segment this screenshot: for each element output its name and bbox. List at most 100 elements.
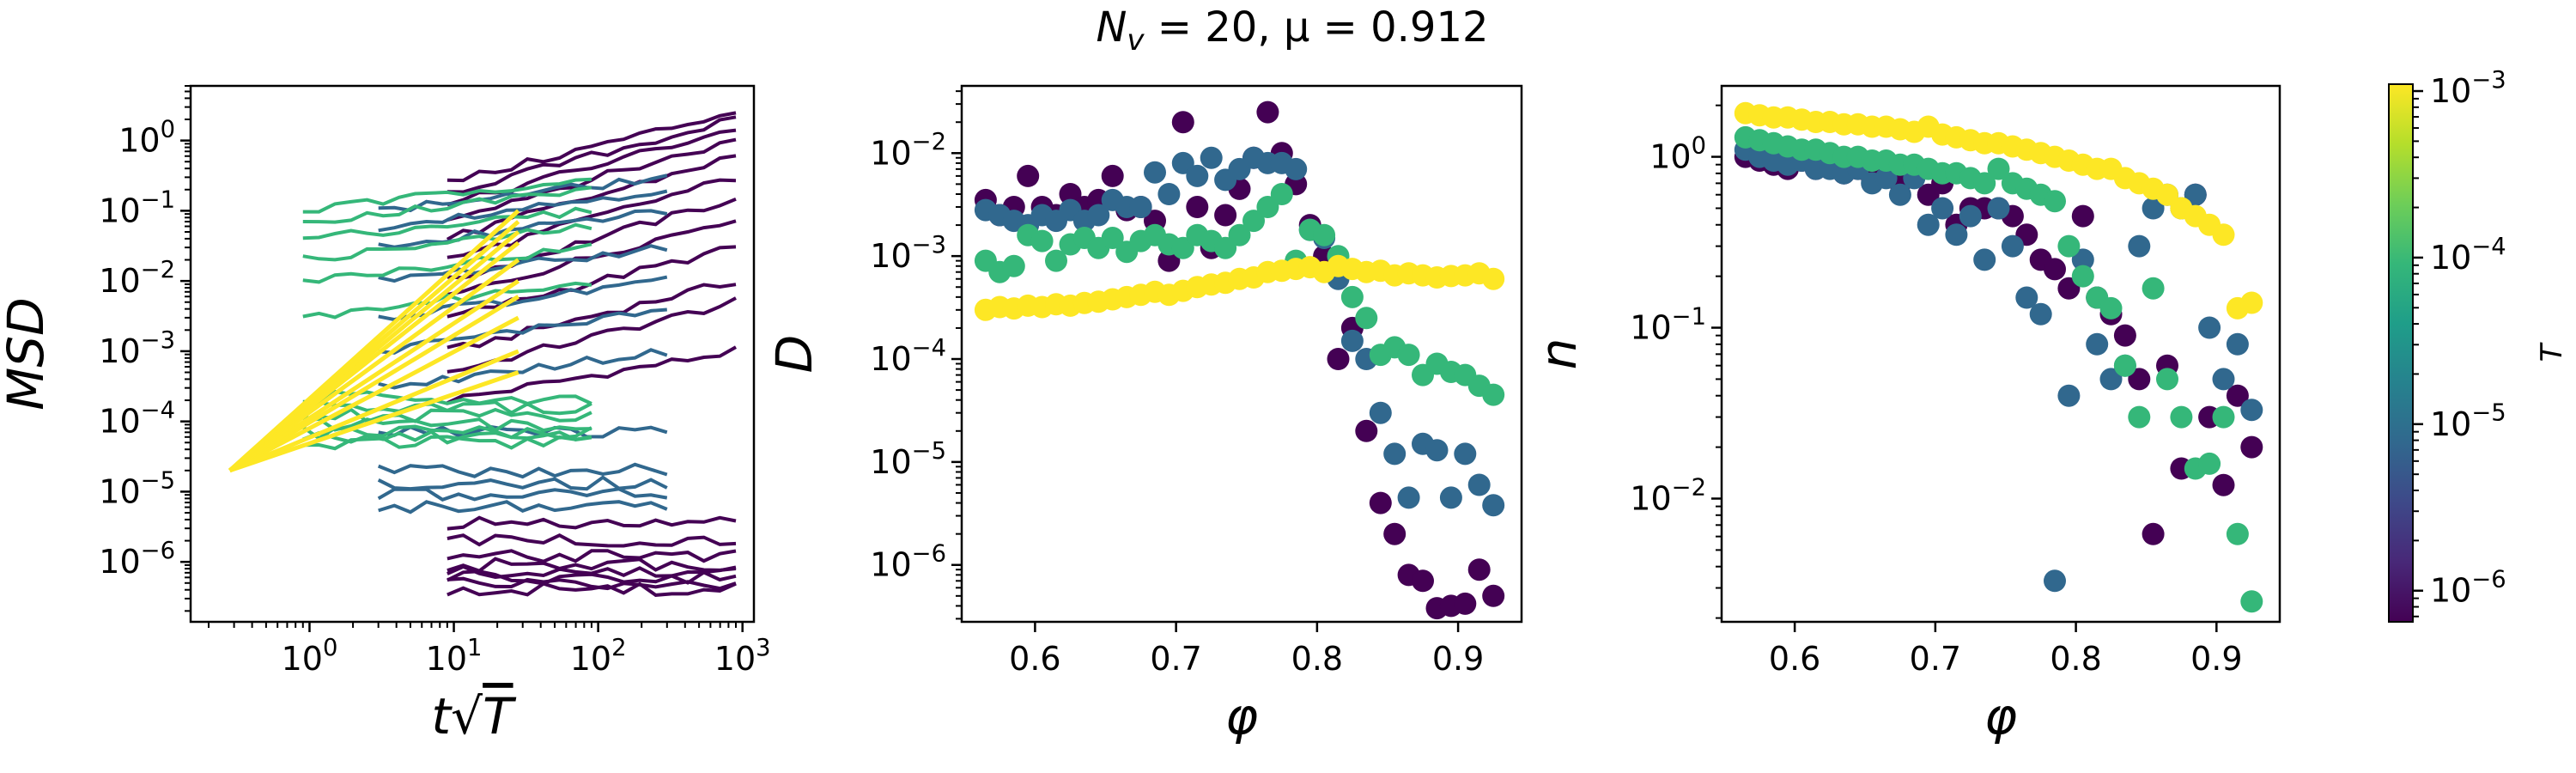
scatter-point xyxy=(1425,439,1449,462)
msd-curve xyxy=(377,475,668,491)
msd-curve xyxy=(302,429,592,445)
plot-area xyxy=(974,100,1505,620)
y-axis-label: n xyxy=(1529,338,1588,370)
colorbar-tick-label: 10−4 xyxy=(2430,234,2506,277)
scatter-point xyxy=(1454,592,1477,615)
scatter-point xyxy=(2240,291,2263,314)
scatter-point xyxy=(2001,234,2024,258)
scatter-point xyxy=(1045,249,1067,272)
y-axis-label: D xyxy=(765,335,823,374)
msd-curve xyxy=(447,564,737,580)
colorbar-gradient xyxy=(2389,84,2413,622)
scatter-point xyxy=(2044,569,2066,593)
msd-curve xyxy=(447,581,737,597)
scatter-point xyxy=(1087,204,1110,227)
msd-curve xyxy=(228,295,519,472)
scatter-point xyxy=(2128,234,2151,258)
scatter-point xyxy=(1129,196,1152,218)
plot-area xyxy=(228,111,737,597)
scatter-point xyxy=(2198,316,2221,339)
y-tick-label: 10−4 xyxy=(870,335,946,378)
scatter-point xyxy=(1412,569,1434,593)
scatter-point xyxy=(2212,368,2235,391)
x-tick-label: 103 xyxy=(714,635,771,678)
scatter-point xyxy=(1482,383,1505,406)
msd-panel: 10−6 10−5 10−4 10−3 10−2 10−1 100 100 101 102 103 M… xyxy=(0,84,771,746)
axes-frame xyxy=(960,84,1523,624)
scatter-point xyxy=(1030,229,1054,253)
msd-curve xyxy=(302,206,592,240)
colorbar-frame xyxy=(2388,83,2414,623)
msd-curve xyxy=(378,209,668,249)
scatter-point xyxy=(2128,405,2151,429)
scatter-point xyxy=(2170,405,2193,429)
scatter-point xyxy=(2240,435,2263,459)
msd-curve xyxy=(447,128,737,207)
msd-curve xyxy=(447,111,737,183)
msd-curve xyxy=(228,315,519,473)
msd-curve xyxy=(302,417,592,433)
diffusion-panel: 10−6 10−5 10−4 10−3 10−2 0.6 0.7 0.8 0.9 Dφ xyxy=(765,84,1523,746)
y-tick-label: 100 xyxy=(1649,132,1706,175)
msd-curve xyxy=(447,283,737,350)
y-tick-label: 10−2 xyxy=(1630,474,1706,517)
scatter-point xyxy=(1973,172,1996,195)
scatter-point xyxy=(1397,486,1420,509)
scatter-point xyxy=(2156,183,2178,206)
scatter-point xyxy=(2113,354,2136,377)
msd-curve xyxy=(228,370,519,473)
y-tick-label: 10−5 xyxy=(870,438,946,481)
scatter-point xyxy=(1002,254,1025,277)
x-axis-label: φ xyxy=(1984,687,2017,746)
scatter-point xyxy=(2226,384,2249,407)
scatter-point xyxy=(2142,277,2165,300)
y-axis-label: MSD xyxy=(0,297,55,411)
y-tick-label: 100 xyxy=(118,117,175,160)
scatter-point xyxy=(1101,164,1124,187)
msd-curve xyxy=(378,348,668,390)
msd-curve xyxy=(302,389,592,405)
y-tick-label: 10−2 xyxy=(99,257,175,300)
y-tick-label: 10−6 xyxy=(99,538,175,581)
x-tick-label: 0.6 xyxy=(1009,640,1060,678)
scatter-point xyxy=(1973,248,1996,271)
scatter-point xyxy=(1340,329,1364,352)
scatter-point xyxy=(1355,419,1378,442)
scatter-point xyxy=(2212,223,2235,247)
x-tick-label: 102 xyxy=(570,635,627,678)
scatter-point xyxy=(2099,296,2123,320)
scatter-point xyxy=(1917,213,1940,236)
scatter-point xyxy=(2142,197,2165,220)
scatter-point xyxy=(1467,558,1491,581)
scatter-point xyxy=(2071,265,2094,288)
scatter-point xyxy=(1186,164,1209,187)
scatter-point xyxy=(2113,324,2136,347)
x-axis-label: t√T xyxy=(431,687,517,746)
msd-curve xyxy=(378,244,668,283)
msd-curve xyxy=(302,435,592,451)
scatter-point xyxy=(1945,223,1968,247)
scatter-point xyxy=(1482,267,1505,290)
scatter-point xyxy=(2015,286,2038,309)
msd-curve xyxy=(228,258,520,472)
msd-curve xyxy=(228,279,520,472)
scatter-point xyxy=(1017,164,1040,187)
scatter-point xyxy=(1214,236,1237,259)
y-tick-label: 10−5 xyxy=(99,467,175,510)
scatter-point xyxy=(1987,157,2010,180)
scatter-point xyxy=(1313,223,1336,247)
scatter-point xyxy=(2212,473,2235,496)
scatter-point xyxy=(1482,494,1505,517)
msd-curve xyxy=(378,500,668,514)
y-tick-label: 10−3 xyxy=(99,327,175,370)
scatter-point xyxy=(1186,196,1209,218)
msd-curve xyxy=(228,209,520,472)
scatter-point xyxy=(1256,100,1279,124)
scatter-point xyxy=(1101,227,1124,249)
axes-frame xyxy=(1720,84,2281,624)
msd-curve xyxy=(378,189,668,233)
colorbar-tick-label: 10−3 xyxy=(2430,67,2506,110)
x-tick-label: 0.7 xyxy=(1150,640,1201,678)
y-tick-label: 10−6 xyxy=(870,541,946,584)
y-tick-label: 10−2 xyxy=(870,129,946,172)
